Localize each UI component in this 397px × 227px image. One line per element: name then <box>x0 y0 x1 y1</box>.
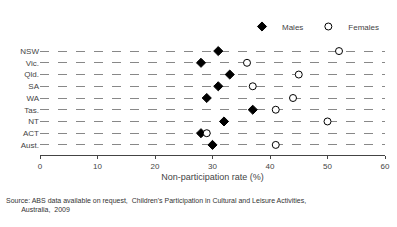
svg-text:60: 60 <box>381 162 390 171</box>
svg-text:Tas.: Tas. <box>24 106 39 115</box>
svg-text:30: 30 <box>208 162 217 171</box>
svg-text:20: 20 <box>151 162 160 171</box>
svg-text:Vic.: Vic. <box>26 59 39 68</box>
svg-text:Aust.: Aust. <box>21 141 39 150</box>
svg-text:NT: NT <box>28 117 39 126</box>
svg-text:SA: SA <box>28 82 39 91</box>
svg-text:Source: ABS data available on: Source: ABS data available on request, C… <box>6 197 306 213</box>
svg-text:10: 10 <box>93 162 102 171</box>
svg-text:Non-participation rate (%): Non-participation rate (%) <box>161 172 264 182</box>
svg-text:ACT: ACT <box>23 129 39 138</box>
svg-text:WA: WA <box>26 94 39 103</box>
svg-text:Qld.: Qld. <box>24 70 39 79</box>
svg-text:40: 40 <box>266 162 275 171</box>
svg-text:Females: Females <box>348 23 379 32</box>
svg-text:50: 50 <box>323 162 332 171</box>
svg-text:NSW: NSW <box>20 47 39 56</box>
svg-text:0: 0 <box>38 162 43 171</box>
svg-text:Males: Males <box>282 23 303 32</box>
